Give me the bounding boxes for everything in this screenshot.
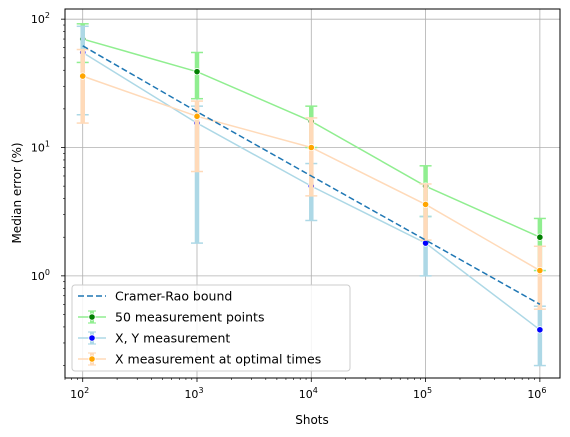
series-3 [76,48,546,310]
legend-label: 50 measurement points [115,310,264,325]
legend-entry: Cramer-Rao bound [78,289,232,304]
x-axis-label: Shots [295,413,329,427]
legend-swatch-marker [88,313,96,321]
data-point [193,68,201,76]
series-0 [82,45,541,305]
x-tick-label: 105 [413,386,432,401]
y-axis-label: Median error (%) [10,142,24,243]
data-point [307,143,315,152]
x-tick-label: 103 [184,386,203,401]
legend-entry: 50 measurement points [78,310,264,325]
plot-frame [64,8,561,379]
y-tick-label: 101 [31,140,50,155]
legend: Cramer-Rao bound 50 measurement points X, … [71,284,351,372]
legend-swatch-marker [88,355,96,363]
legend-label: X, Y measurement [115,331,230,346]
series-layer [76,23,546,367]
data-point [536,233,544,241]
legend-label: X measurement at optimal times [115,352,321,367]
legend-entry: X, Y measurement [78,331,230,346]
x-tick-label: 104 [299,386,318,401]
legend-entry: X measurement at optimal times [78,352,321,367]
y-tick-label: 102 [31,11,50,26]
y-tick-label: 100 [31,268,50,283]
data-point [421,200,430,209]
ticks: 102 103 104 105 106 100 101 102 [31,11,547,401]
data-point [193,112,201,120]
legend-label: Cramer-Rao bound [115,289,232,304]
data-point [79,72,87,80]
legend-swatch-marker [88,334,96,342]
x-tick-label: 102 [70,386,89,401]
legend-box [71,284,351,372]
x-tick-label: 106 [527,386,546,401]
series-line [82,45,541,305]
data-point [536,326,544,334]
data-point [536,266,544,275]
